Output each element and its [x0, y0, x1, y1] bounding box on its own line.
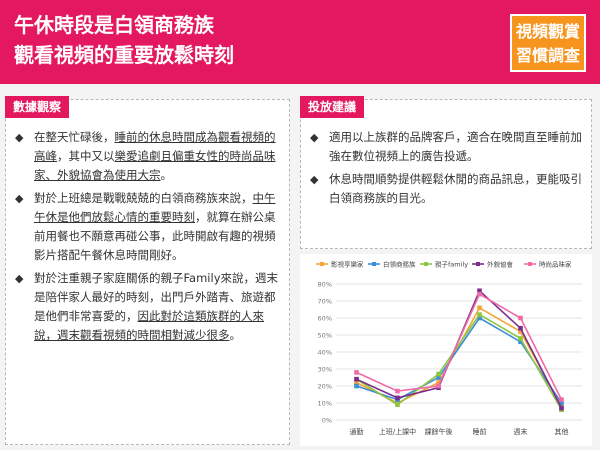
data-point — [559, 397, 564, 402]
observation-text: 對於注重親子家庭關係的親子Family來說，週末是陪伴家人最好的時刻，出門戶外踏… — [34, 271, 279, 323]
recommendation-item-1: ◆ 適用以上族群的品牌客戶，適合在晚間直至睡前加強在數位視頻上的廣告投遞。 — [307, 128, 583, 166]
series-line — [356, 313, 563, 411]
section-tab-observation: 數據觀察 — [5, 96, 70, 118]
series-line — [356, 289, 563, 409]
data-point — [477, 312, 482, 317]
x-tick-label: 課餘午後 — [425, 427, 453, 436]
x-tick-label: 其他 — [555, 427, 569, 436]
y-tick-label: 80% — [318, 281, 332, 289]
legend-marker — [372, 262, 376, 266]
page-title: 午休時段是白領商務族 觀看視頻的重要放鬆時刻 — [14, 10, 234, 70]
data-observation-panel: ◆ 在整天忙碌後，睡前的休息時間成為觀看視頻的高峰，其中又以樂愛追劇且偏重女性的時… — [5, 99, 290, 445]
data-point — [518, 329, 523, 334]
data-point — [354, 376, 359, 382]
line-chart: 0% 10% 20% 30% 40% 50% 60% 70% 80% 通勤 上班/上課中 課餘午後 睡前… — [316, 260, 582, 436]
recommendation-text: 休息時間順勢提供輕鬆休閒的商品訊息，更能吸引白領商務族的目光。 — [329, 172, 582, 205]
legend-label: 影視享樂家 — [331, 260, 364, 269]
observation-highlight: 中午午休是他們放鬆心情的重要時刻 — [34, 191, 276, 224]
recommendation-list: ◆ 適用以上族群的品牌客戶，適合在晚間直至睡前加強在數位視頻上的廣告投遞。 ◆ 休息… — [307, 128, 583, 208]
legend-marker — [476, 262, 480, 266]
data-point — [395, 395, 400, 401]
header-banner: 午休時段是白領商務族 觀看視頻的重要放鬆時刻 視頻觀賞 習慣調查 — [0, 0, 600, 84]
y-tick-label: 70% — [318, 298, 332, 306]
data-point — [477, 291, 482, 297]
title-line-2: 觀看視頻的重要放鬆時刻 — [14, 43, 234, 67]
data-point — [518, 315, 523, 321]
data-point — [559, 400, 564, 406]
recommendation-item-2: ◆ 休息時間順勢提供輕鬆休閒的商品訊息，更能吸引白領商務族的目光。 — [307, 170, 583, 208]
diamond-bullet-icon: ◆ — [310, 131, 319, 144]
observation-text: ，其中又以 — [57, 149, 115, 163]
x-tick-label: 上班/上課中 — [379, 427, 416, 436]
legend-label: 外貌協會 — [487, 260, 514, 269]
diamond-bullet-icon: ◆ — [15, 192, 24, 205]
observation-text: 對於上班總是戰戰兢兢的白領商務族來說， — [34, 191, 253, 205]
data-point — [477, 305, 482, 311]
title-line-1: 午休時段是白領商務族 — [14, 13, 214, 37]
y-tick-label: 10% — [318, 400, 332, 408]
badge-line-2: 習慣調查 — [515, 46, 580, 65]
data-point — [436, 383, 441, 389]
data-point — [354, 370, 359, 375]
section-tab-recommendation: 投放建議 — [300, 96, 365, 118]
observation-item-2: ◆ 對於上班總是戰戰兢兢的白領商務族來說，中午午休是他們放鬆心情的重要時刻，就算在… — [12, 189, 281, 265]
data-point — [436, 371, 441, 377]
data-point — [395, 388, 400, 394]
legend-marker — [320, 262, 324, 266]
data-point — [477, 288, 482, 294]
series-line — [356, 293, 563, 400]
data-point — [354, 383, 359, 389]
observation-text: 。 — [160, 168, 173, 182]
observation-text: 在整天忙碌後， — [34, 130, 115, 144]
x-tick-label: 通勤 — [350, 427, 364, 436]
series-line — [356, 316, 563, 404]
x-tick-label: 週末 — [514, 427, 528, 436]
observation-text: ，就算在辦公桌前用餐也不願意再碰公事，此時開啟有趣的視頻影片搭配午餐休息時間剛好… — [34, 210, 276, 262]
recommendation-text: 適用以上族群的品牌客戶，適合在晚間直至睡前加強在數位視頻上的廣告投遞。 — [329, 130, 582, 163]
diamond-bullet-icon: ◆ — [15, 272, 24, 285]
observation-item-1: ◆ 在整天忙碌後，睡前的休息時間成為觀看視頻的高峰，其中又以樂愛追劇且偏重女性的時… — [12, 128, 281, 185]
observation-highlight: 因此對於這類族群的人來說，週末觀看視頻的時間相對減少很多 — [34, 309, 264, 342]
y-tick-label: 40% — [318, 349, 332, 357]
legend-label: 時尚品味家 — [539, 260, 572, 269]
observation-text: 。 — [229, 328, 242, 342]
observation-highlight: 樂愛追劇且偏重女性的時尚品味家、外貌協會為使用大宗 — [34, 149, 276, 182]
observation-list: ◆ 在整天忙碌後，睡前的休息時間成為觀看視頻的高峰，其中又以樂愛追劇且偏重女性的時… — [12, 128, 281, 345]
legend-label: 白領商務族 — [383, 260, 416, 269]
y-tick-label: 0% — [322, 417, 332, 425]
data-point — [477, 315, 482, 321]
data-point — [395, 402, 400, 407]
y-tick-label: 30% — [318, 366, 332, 374]
y-tick-label: 20% — [318, 383, 332, 391]
diamond-bullet-icon: ◆ — [310, 173, 319, 186]
observation-item-3: ◆ 對於注重親子家庭關係的親子Family來說，週末是陪伴家人最好的時刻，出門戶外… — [12, 269, 281, 345]
legend-marker — [424, 262, 428, 266]
recommendation-panel: ◆ 適用以上族群的品牌客戶，適合在晚間直至睡前加強在數位視頻上的廣告投遞。 ◆ 休息… — [300, 99, 592, 249]
y-tick-label: 50% — [318, 332, 332, 340]
data-point — [518, 325, 523, 331]
data-point — [436, 380, 441, 385]
badge-line-1: 視頻觀賞 — [515, 22, 580, 41]
topic-badge: 視頻觀賞 習慣調查 — [510, 14, 586, 72]
x-tick-label: 睡前 — [473, 427, 487, 436]
diamond-bullet-icon: ◆ — [15, 131, 24, 144]
data-point — [559, 405, 564, 411]
data-point — [354, 380, 359, 385]
data-point — [436, 375, 441, 380]
legend-marker — [528, 262, 532, 266]
line-chart-container: 0% 10% 20% 30% 40% 50% 60% 70% 80% 通勤 上班/上課中 課餘午後 睡前… — [300, 254, 592, 446]
data-point — [518, 336, 523, 341]
y-tick-label: 60% — [318, 315, 332, 323]
data-point — [518, 339, 523, 345]
legend-label: 親子family — [435, 260, 468, 269]
observation-highlight: 睡前的休息時間成為觀看視頻的高峰 — [34, 130, 276, 163]
